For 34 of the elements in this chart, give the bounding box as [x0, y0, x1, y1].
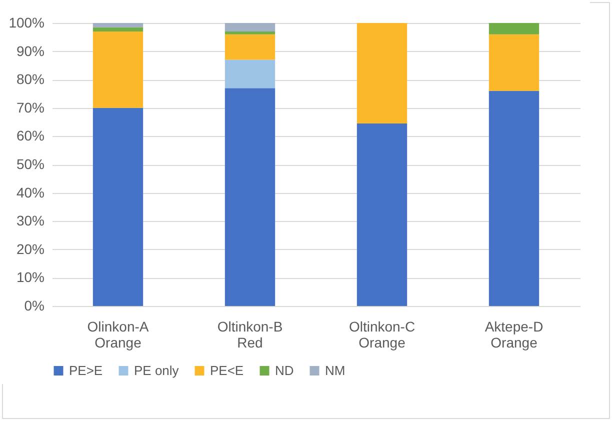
y-tick-label: 10% — [16, 269, 44, 286]
bar — [224, 88, 276, 306]
bar — [488, 90, 540, 306]
y-tick-label: 70% — [16, 99, 44, 116]
bar — [224, 60, 276, 88]
legend-label: ND — [275, 362, 294, 378]
x-tick-label: Olinkon-A Orange — [87, 318, 150, 350]
x-tick-label: Aktepe-D Orange — [484, 318, 544, 350]
bar — [488, 34, 540, 91]
x-tick-label: Oltinkon-B Red — [217, 318, 283, 350]
y-tick-label: 80% — [16, 71, 44, 88]
bar — [92, 108, 144, 306]
legend-label: PE>E — [69, 362, 103, 378]
bar — [488, 23, 540, 34]
bar — [356, 123, 408, 306]
bar — [224, 34, 276, 60]
y-tick-label: 20% — [16, 240, 44, 257]
legend-label: PE only — [134, 362, 180, 378]
y-tick-label: 40% — [16, 184, 44, 200]
legend-label: NM — [325, 362, 346, 378]
y-tick-label: 50% — [16, 156, 44, 172]
x-tick-label: Oltinkon-C Orange — [348, 318, 416, 350]
y-tick-label: 30% — [16, 212, 44, 229]
bar — [356, 23, 408, 124]
y-tick-label: 60% — [16, 128, 44, 144]
bar — [92, 27, 144, 32]
y-tick-label: 0% — [24, 298, 44, 314]
bar — [92, 23, 144, 28]
legend-label: PE<E — [210, 362, 244, 378]
bar — [224, 23, 276, 32]
bar — [92, 31, 144, 108]
bar — [224, 31, 276, 34]
y-tick-label: 100% — [8, 14, 44, 30]
y-tick-label: 90% — [16, 42, 44, 59]
